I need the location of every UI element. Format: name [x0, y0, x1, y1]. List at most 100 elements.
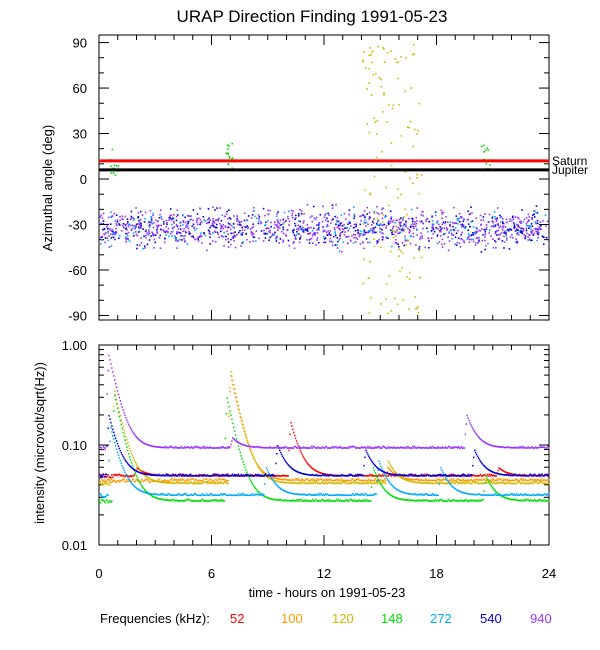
azimuth-point	[262, 240, 265, 242]
azimuth-point	[522, 228, 524, 230]
intensity-point	[517, 494, 519, 497]
intensity-point	[351, 478, 353, 480]
intensity-point	[385, 472, 388, 474]
azimuth-point	[438, 241, 441, 243]
azimuth-point	[491, 217, 494, 219]
intensity-point	[109, 358, 111, 361]
intensity-point	[274, 498, 276, 501]
intensity-point	[251, 492, 254, 495]
intensity-point	[493, 494, 496, 497]
intensity-point	[355, 478, 358, 481]
intensity-point	[144, 479, 146, 481]
intensity-point	[495, 491, 497, 493]
intensity-point	[411, 493, 413, 496]
intensity-point	[145, 475, 148, 478]
azimuth-point	[216, 231, 219, 234]
intensity-point	[115, 398, 118, 401]
intensity-point	[324, 474, 326, 477]
intensity-point	[302, 500, 304, 502]
intensity-point	[480, 494, 482, 496]
intensity-point	[314, 494, 317, 496]
intensity-point	[318, 471, 320, 474]
intensity-point	[110, 363, 112, 365]
intensity-point	[174, 447, 176, 449]
intensity-point	[290, 481, 292, 483]
azimuth-point	[207, 229, 210, 231]
azimuth-point	[280, 223, 282, 226]
reference-label-jupiter: Jupiter	[552, 163, 588, 177]
intensity-point	[252, 494, 255, 497]
intensity-point	[182, 494, 184, 496]
intensity-point	[324, 500, 326, 502]
intensity-point	[335, 475, 337, 477]
intensity-point	[440, 481, 442, 484]
azimuth-point	[363, 233, 365, 235]
intensity-point	[156, 493, 158, 496]
intensity-point	[294, 500, 296, 502]
azimuth-point	[161, 218, 163, 220]
azimuth-point	[476, 242, 479, 244]
azimuth-point	[509, 218, 511, 220]
intensity-point	[481, 499, 483, 501]
intensity-point	[343, 500, 346, 502]
intensity-point	[233, 438, 235, 440]
intensity-point	[320, 492, 322, 495]
azimuth-point	[183, 241, 186, 243]
azimuth-point	[487, 149, 490, 151]
intensity-point	[162, 474, 165, 476]
azimuth-point	[453, 206, 455, 209]
intensity-point	[242, 475, 244, 477]
intensity-point	[506, 478, 509, 480]
azimuth-point	[150, 217, 153, 220]
intensity-point	[264, 446, 266, 449]
intensity-point	[538, 498, 541, 501]
azimuth-point	[226, 217, 229, 220]
intensity-point	[259, 475, 261, 477]
intensity-point	[154, 480, 156, 482]
intensity-point	[461, 475, 464, 477]
intensity-point	[474, 475, 476, 477]
intensity-point	[184, 475, 186, 477]
intensity-point	[216, 447, 218, 449]
intensity-point	[205, 475, 208, 477]
azimuth-point	[345, 218, 347, 220]
intensity-point	[100, 475, 103, 478]
intensity-point	[247, 440, 249, 443]
intensity-point	[146, 492, 149, 495]
azimuth-point	[329, 234, 332, 236]
intensity-point	[331, 494, 333, 497]
intensity-point	[221, 494, 224, 497]
intensity-point	[304, 499, 306, 501]
azimuth-point	[535, 230, 537, 233]
intensity-point	[401, 498, 404, 501]
intensity-point	[249, 445, 251, 448]
intensity-point	[312, 468, 315, 471]
azimuth-point	[421, 211, 423, 213]
azimuth-point	[164, 231, 167, 234]
azimuth-point	[418, 102, 421, 105]
intensity-point	[299, 493, 302, 496]
intensity-point	[359, 479, 362, 482]
intensity-point	[189, 446, 192, 449]
intensity-point	[238, 412, 241, 414]
intensity-point	[165, 499, 167, 501]
intensity-point	[403, 491, 406, 494]
intensity-point	[208, 481, 211, 483]
azimuth-point	[171, 231, 174, 233]
azimuth-point	[522, 230, 524, 233]
azimuth-point	[267, 227, 270, 230]
azimuth-point	[383, 48, 385, 50]
intensity-point	[330, 479, 332, 482]
azimuth-point	[273, 233, 276, 236]
intensity-point	[524, 478, 527, 481]
intensity-point	[407, 474, 409, 477]
intensity-point	[546, 479, 548, 482]
intensity-series-120	[99, 370, 550, 486]
intensity-point	[539, 479, 542, 482]
intensity-point	[532, 475, 534, 477]
intensity-point	[447, 481, 450, 483]
azimuth-point	[130, 210, 133, 213]
intensity-point	[124, 439, 126, 441]
intensity-point	[332, 494, 334, 497]
intensity-point	[340, 474, 343, 476]
